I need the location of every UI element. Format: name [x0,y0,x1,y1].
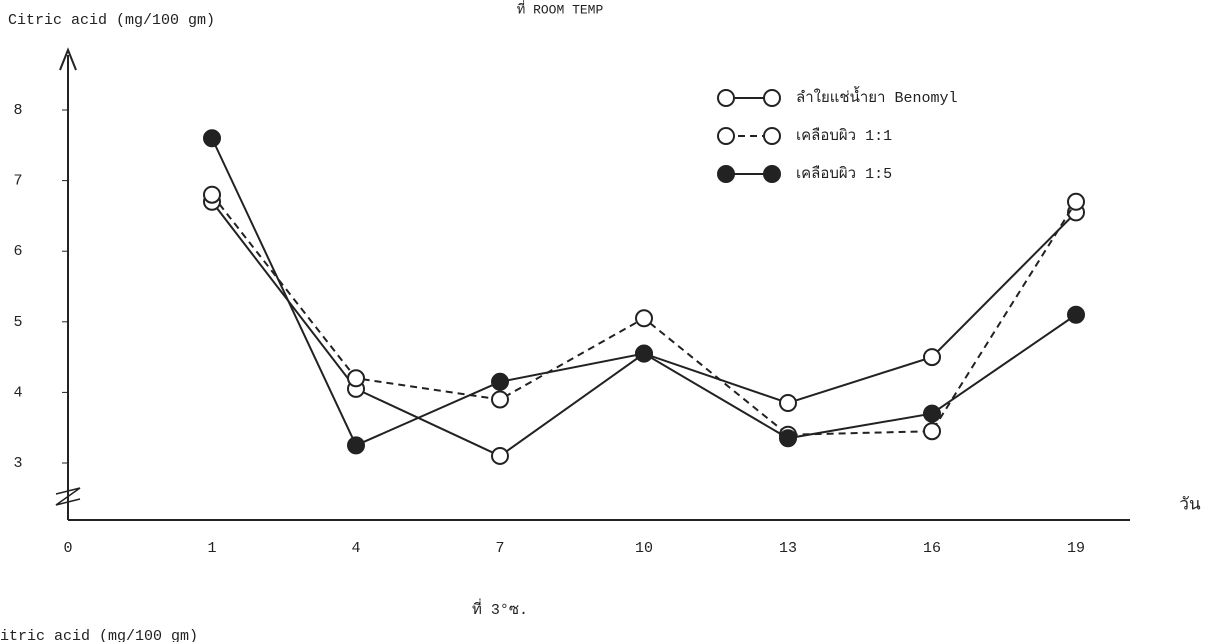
marker [923,348,941,367]
legend-label: เคลือบผิว 1:1 [796,127,892,145]
y-tick-label: 3 [13,455,22,472]
x-tick-label: 7 [495,540,504,557]
y-tick-label: 7 [13,173,22,190]
marker [923,422,941,441]
marker [491,446,509,465]
axis-break [55,487,81,506]
marker [203,185,221,204]
y-tick-label: 4 [13,384,22,401]
x-tick-label: 16 [923,540,941,557]
legend: ลำใยแช่น้ำยา Benomyl เคลือบผิว 1:1 เคลือบผ… [717,86,957,183]
legend-marker [717,127,735,145]
legend-label: ลำใยแช่น้ำยา Benomyl [796,86,957,107]
footer-text: itric acid (mg/100 gm) [0,628,198,642]
y-tick-label: 6 [13,243,22,260]
series-line [211,137,1077,447]
marker [779,393,797,412]
y-tick-label: 5 [13,314,22,331]
marker [635,344,653,363]
x-tick-label: 13 [779,540,797,557]
x-axis-label: วัน [1179,495,1201,515]
chart-title: ที่ ROOM TEMP [517,0,604,17]
marker [635,309,653,328]
marker [203,129,221,148]
legend-label: เคลือบผิว 1:5 [796,165,892,183]
marker [347,436,365,455]
y-tick-label: 8 [13,102,22,119]
x-tick-label: 10 [635,540,653,557]
y-axis [59,47,77,520]
marker [923,404,941,423]
legend-marker [717,89,735,107]
marker [1067,192,1085,211]
x-tick-label: 0 [63,540,72,557]
legend-marker [717,165,735,183]
marker [491,372,509,391]
series-line [211,201,1077,458]
legend-marker [763,127,781,145]
marker [1067,305,1085,324]
y-axis-label: Citric acid (mg/100 gm) [8,12,215,29]
legend-marker [763,165,781,183]
x-tick-label: 19 [1067,540,1085,557]
legend-marker [763,89,781,107]
x-tick-label: 1 [207,540,216,557]
marker [347,369,365,388]
x-tick-label: 4 [351,540,360,557]
subtitle: ที่ 3°ซ. [472,598,528,619]
marker [779,429,797,448]
marker [491,390,509,409]
